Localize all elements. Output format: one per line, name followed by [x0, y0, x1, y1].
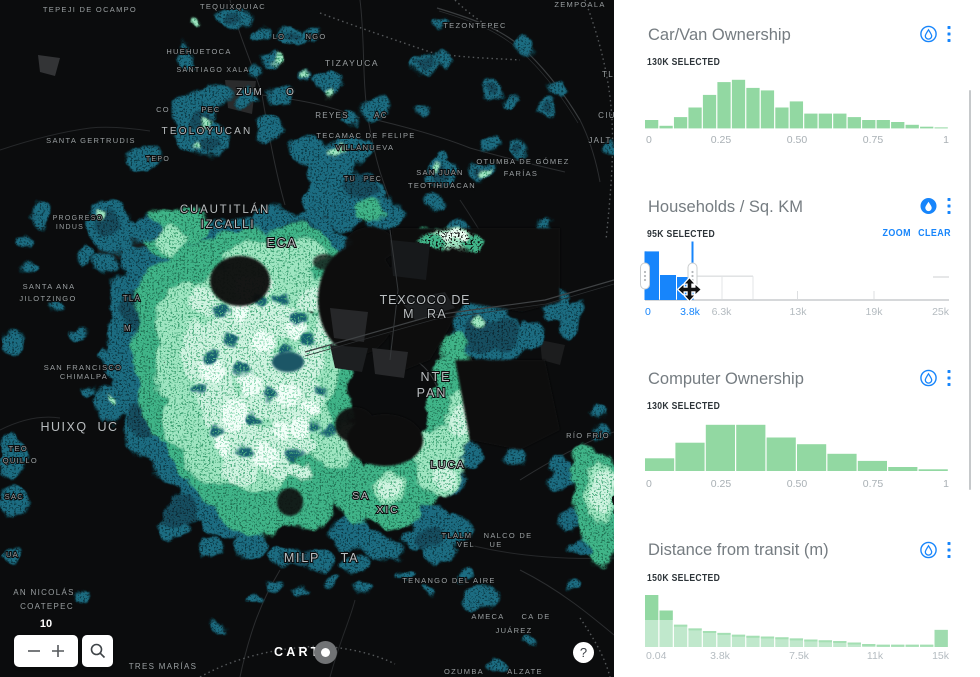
svg-text:PAN: PAN: [417, 386, 448, 400]
svg-text:HUEHUETOCA: HUEHUETOCA: [166, 47, 231, 56]
svg-text:NALCO DE: NALCO DE: [484, 531, 533, 540]
svg-text:OZUMBA: OZUMBA: [444, 667, 484, 676]
svg-text:SANTA GERTRUDIS: SANTA GERTRUDIS: [46, 136, 136, 145]
svg-text:TU: TU: [344, 176, 356, 183]
svg-text:MILP: MILP: [284, 551, 320, 565]
svg-text:TEOTIHUACAN: TEOTIHUACAN: [408, 181, 476, 190]
svg-text:PEC: PEC: [201, 105, 220, 114]
svg-text:PROGRESO: PROGRESO: [53, 215, 104, 222]
svg-text:JUÁREZ: JUÁREZ: [496, 626, 533, 635]
svg-text:RA: RA: [427, 307, 447, 321]
svg-text:JILOTZINGO: JILOTZINGO: [19, 294, 76, 303]
svg-text:PEC: PEC: [364, 176, 382, 183]
svg-text:CO: CO: [156, 105, 170, 114]
svg-text:M: M: [124, 324, 132, 333]
svg-text:HUIXQ: HUIXQ: [40, 420, 87, 434]
svg-text:NTE: NTE: [421, 370, 452, 384]
svg-text:NGO: NGO: [306, 32, 327, 41]
svg-text:XIC: XIC: [377, 504, 400, 516]
svg-text:UA: UA: [6, 550, 19, 559]
svg-text:TEOLOYUCAN: TEOLOYUCAN: [162, 126, 253, 137]
svg-text:INDUS: INDUS: [56, 224, 84, 231]
svg-text:FARÍAS: FARÍAS: [504, 169, 538, 178]
svg-text:SAC: SAC: [5, 492, 24, 501]
svg-text:TA: TA: [341, 551, 360, 565]
svg-text:AMECA: AMECA: [471, 612, 504, 621]
svg-text:ZEMPOALA: ZEMPOALA: [554, 0, 605, 9]
svg-text:TEXCOCO DE: TEXCOCO DE: [380, 293, 471, 307]
svg-text:M: M: [403, 307, 415, 321]
svg-text:TEZONTEPEC: TEZONTEPEC: [443, 21, 506, 30]
svg-text:AC: AC: [374, 111, 388, 120]
svg-text:TIZAYUCA: TIZAYUCA: [325, 58, 379, 68]
svg-text:JALT: JALT: [588, 136, 611, 145]
svg-text:TENANGO DEL AIRE: TENANGO DEL AIRE: [402, 576, 495, 585]
svg-text:ALZATE: ALZATE: [507, 667, 543, 676]
svg-text:TLA: TLA: [123, 294, 142, 303]
svg-text:SAN JUAN: SAN JUAN: [416, 168, 464, 177]
svg-text:TL: TL: [602, 70, 614, 79]
svg-text:REYES: REYES: [315, 111, 349, 120]
svg-text:TECAMAC DE FELIPE: TECAMAC DE FELIPE: [316, 131, 415, 140]
svg-text:CA DE: CA DE: [521, 612, 550, 621]
svg-text:IZCALLI: IZCALLI: [201, 219, 256, 231]
svg-text:SANTA ANA: SANTA ANA: [23, 282, 76, 291]
svg-text:OTUMBA DE GÓMEZ: OTUMBA DE GÓMEZ: [476, 157, 569, 166]
svg-text:ECA: ECA: [266, 236, 297, 250]
svg-text:SA: SA: [352, 490, 370, 502]
svg-text:CUAUTITLÁN: CUAUTITLÁN: [180, 203, 270, 216]
svg-text:LO: LO: [273, 32, 286, 41]
svg-text:TEQUIXQUIAC: TEQUIXQUIAC: [200, 2, 266, 11]
svg-text:SANTIAGO XALA: SANTIAGO XALA: [177, 67, 250, 74]
svg-text:RÍO FRÍO: RÍO FRÍO: [566, 431, 610, 440]
svg-text:VILLANUEVA: VILLANUEVA: [336, 143, 395, 152]
svg-text:AN NICOLÁS: AN NICOLÁS: [13, 588, 74, 597]
svg-text:TEPEJI DE OCAMPO: TEPEJI DE OCAMPO: [43, 5, 137, 14]
svg-text:ZUM: ZUM: [236, 87, 264, 98]
svg-text:CIU: CIU: [598, 111, 614, 120]
svg-text:COATEPEC: COATEPEC: [20, 602, 74, 611]
svg-text:TEO: TEO: [9, 444, 28, 453]
svg-text:VEL: VEL: [457, 540, 475, 549]
svg-text:SAN FRANCISCO: SAN FRANCISCO: [44, 363, 123, 372]
svg-text:TEPO: TEPO: [146, 156, 170, 163]
svg-text:TLALM: TLALM: [442, 531, 473, 540]
svg-text:QUILLO: QUILLO: [3, 456, 38, 465]
svg-text:O: O: [286, 87, 296, 98]
svg-text:UC: UC: [97, 420, 118, 434]
svg-text:TRES MARÍAS: TRES MARÍAS: [129, 662, 198, 671]
svg-text:LUCA: LUCA: [430, 459, 465, 471]
svg-text:UE: UE: [489, 540, 502, 549]
svg-text:CHIMALPA: CHIMALPA: [60, 372, 108, 381]
